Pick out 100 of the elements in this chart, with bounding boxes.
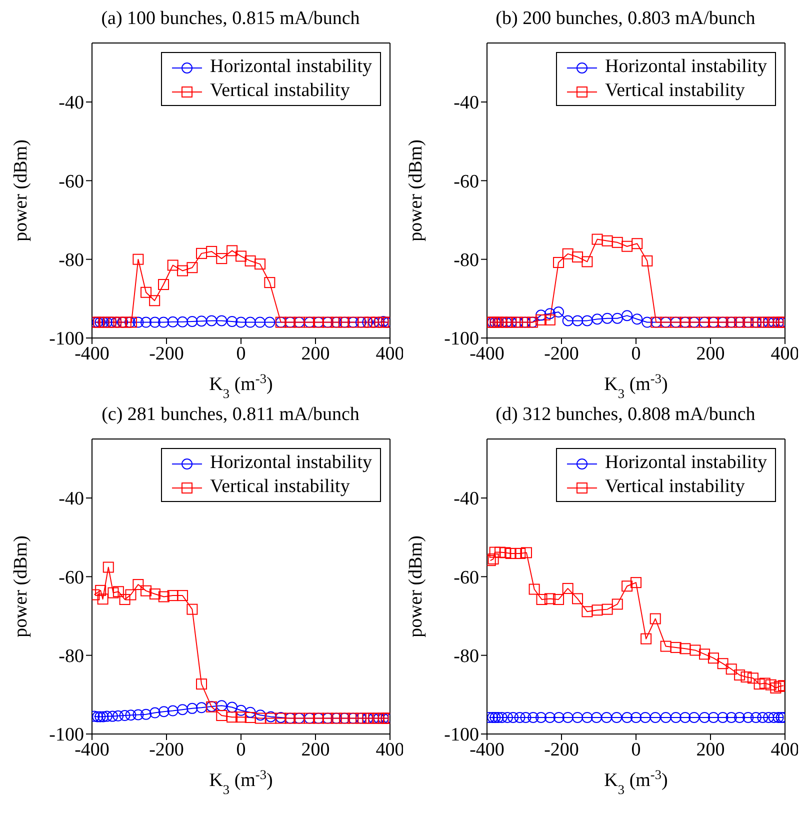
point [747, 672, 758, 684]
point [490, 712, 501, 723]
point [582, 315, 593, 326]
x-tick-label: 0 [631, 343, 641, 364]
x-tick-label: 200 [696, 343, 725, 364]
point [562, 712, 574, 723]
x-tick-label: -200 [149, 739, 184, 760]
y-axis-title: power (dBm) [406, 536, 427, 638]
point [101, 710, 112, 722]
point [572, 315, 584, 326]
point [544, 308, 556, 320]
point [177, 265, 188, 276]
point [236, 712, 246, 723]
chart-title: (c) 281 bunches, 0.811 mA/bunch [100, 404, 360, 427]
point [670, 642, 682, 653]
point [92, 711, 104, 722]
point [768, 712, 780, 723]
point [488, 553, 499, 564]
point [120, 316, 132, 328]
y-tick-label: -40 [58, 92, 84, 114]
point [505, 548, 516, 559]
point [167, 260, 178, 271]
point [690, 644, 701, 656]
point [757, 712, 768, 723]
point [774, 680, 785, 692]
point [254, 258, 266, 270]
point [216, 710, 228, 722]
x-tick-label: 0 [236, 739, 246, 760]
point [158, 706, 170, 718]
point [562, 315, 574, 326]
point [98, 711, 109, 722]
x-tick-label: 200 [696, 739, 725, 760]
point [158, 279, 170, 290]
point [514, 548, 526, 559]
point [642, 255, 653, 266]
point [496, 712, 508, 723]
y-tick-label: -80 [454, 646, 479, 668]
point [520, 712, 532, 723]
point [186, 316, 198, 327]
point [562, 582, 574, 594]
point [125, 589, 136, 600]
point [226, 316, 238, 327]
point [216, 315, 228, 326]
y-tick-label: -80 [454, 250, 479, 272]
point [708, 652, 719, 664]
point [112, 710, 124, 722]
point [167, 705, 178, 716]
point [132, 579, 144, 590]
point [772, 712, 784, 723]
point [601, 712, 612, 723]
point [264, 316, 276, 328]
point [196, 248, 208, 259]
point [726, 712, 737, 723]
y-tick-label: -100 [49, 724, 84, 746]
point [740, 671, 752, 682]
point [602, 235, 613, 246]
point [502, 712, 513, 723]
x-axis-title: K$_{3}$ (m$^{-3}$) [209, 370, 273, 400]
point [94, 711, 106, 722]
point [770, 682, 782, 694]
point [132, 254, 144, 265]
point [186, 604, 198, 615]
x-tick-label: -200 [544, 343, 579, 364]
x-tick-label: -200 [149, 343, 184, 364]
point [612, 312, 623, 324]
point [611, 712, 622, 723]
point [591, 712, 602, 723]
point [630, 712, 642, 723]
point [236, 316, 246, 328]
x-axis-title: K$_{3}$ (m$^{-3}$) [604, 766, 668, 796]
point [97, 594, 108, 605]
point [640, 633, 652, 644]
point [734, 712, 746, 723]
point [660, 712, 672, 723]
point [536, 310, 547, 321]
point [592, 234, 603, 245]
point [132, 709, 144, 720]
point [622, 580, 633, 592]
point [759, 678, 770, 689]
point [754, 678, 765, 690]
point [119, 594, 130, 605]
point [216, 700, 228, 712]
point [602, 312, 613, 324]
legend-label: Horizontal instability [604, 55, 767, 79]
legend-label: Vertical instability [208, 475, 351, 499]
point [500, 547, 511, 558]
legend-label: Horizontal instability [208, 451, 372, 475]
legend-label: Vertical instability [604, 79, 746, 103]
x-tick-label: -200 [544, 739, 579, 760]
point [528, 584, 540, 595]
point [642, 316, 653, 328]
y-axis-title: power (dBm) [406, 140, 427, 242]
point [236, 250, 246, 262]
point [167, 316, 178, 328]
point [149, 316, 160, 328]
point [553, 306, 564, 318]
point [140, 585, 152, 596]
legend-label: Horizontal instability [604, 451, 767, 475]
y-tick-label: -40 [58, 488, 84, 510]
y-tick-label: -100 [444, 724, 479, 746]
